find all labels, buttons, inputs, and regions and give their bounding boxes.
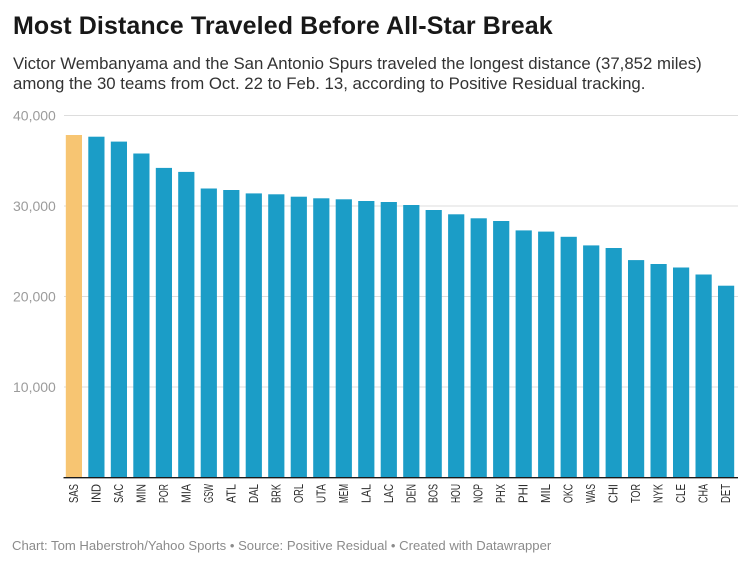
svg-text:DEN: DEN bbox=[404, 484, 418, 503]
svg-text:PHI: PHI bbox=[517, 484, 531, 503]
svg-text:LAC: LAC bbox=[382, 484, 396, 503]
svg-text:BRK: BRK bbox=[269, 484, 283, 503]
svg-text:PHX: PHX bbox=[494, 484, 508, 503]
svg-text:TOR: TOR bbox=[629, 484, 643, 503]
svg-text:30,000: 30,000 bbox=[13, 198, 56, 214]
svg-text:UTA: UTA bbox=[314, 483, 328, 503]
svg-text:SAS: SAS bbox=[67, 484, 81, 503]
svg-text:20,000: 20,000 bbox=[13, 288, 56, 304]
svg-text:DET: DET bbox=[719, 484, 733, 503]
svg-text:CLE: CLE bbox=[674, 484, 688, 503]
svg-text:10,000: 10,000 bbox=[13, 379, 56, 395]
svg-text:NOP: NOP bbox=[472, 484, 486, 503]
svg-text:SAC: SAC bbox=[112, 484, 126, 503]
svg-text:LAL: LAL bbox=[359, 484, 373, 503]
svg-text:POR: POR bbox=[157, 484, 171, 503]
svg-text:ATL: ATL bbox=[224, 484, 238, 503]
svg-text:IND: IND bbox=[89, 484, 103, 503]
svg-text:HOU: HOU bbox=[449, 484, 463, 503]
svg-text:MEM: MEM bbox=[337, 484, 351, 503]
svg-text:ORL: ORL bbox=[292, 484, 306, 503]
svg-text:CHI: CHI bbox=[607, 484, 621, 503]
svg-text:OKC: OKC bbox=[562, 484, 576, 503]
svg-text:CHA: CHA bbox=[697, 484, 711, 503]
svg-text:GSW: GSW bbox=[202, 484, 216, 503]
svg-text:MIL: MIL bbox=[539, 484, 553, 503]
svg-text:MIN: MIN bbox=[134, 484, 148, 503]
svg-text:DAL: DAL bbox=[247, 484, 261, 503]
svg-text:40,000: 40,000 bbox=[13, 107, 56, 123]
svg-text:NYK: NYK bbox=[652, 484, 666, 503]
svg-text:MIA: MIA bbox=[179, 483, 193, 503]
svg-text:WAS: WAS bbox=[584, 484, 598, 503]
svg-text:BOS: BOS bbox=[427, 484, 441, 503]
